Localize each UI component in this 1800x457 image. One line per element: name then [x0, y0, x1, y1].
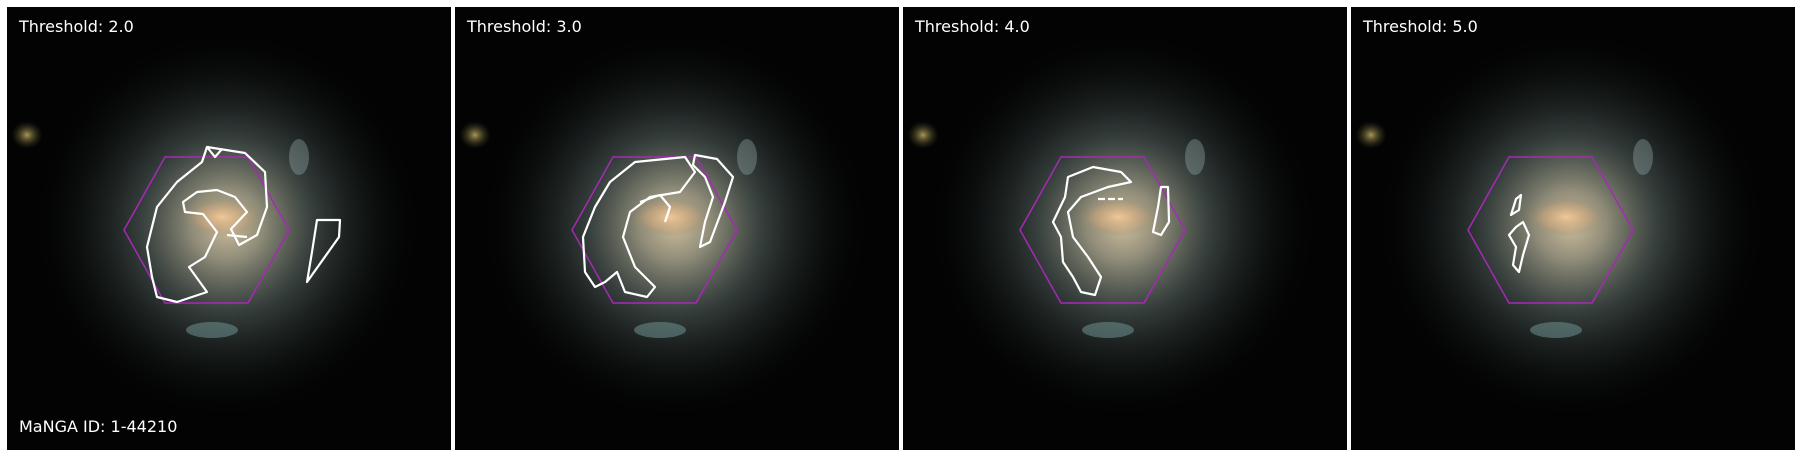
galaxy-image — [11, 30, 422, 420]
contour-lines — [581, 153, 735, 299]
panel-title: Threshold: 5.0 — [1363, 17, 1478, 36]
panel-threshold-2: Threshold: 2.0 MaNGA ID: 1-44210 — [7, 7, 451, 450]
panel-threshold-3: Threshold: 3.0 — [455, 7, 899, 450]
panel-threshold-5: Threshold: 5.0 — [1351, 7, 1795, 450]
galaxy-image — [907, 30, 1318, 420]
panel-title: Threshold: 3.0 — [467, 17, 582, 36]
contour-lines — [145, 145, 342, 304]
galaxy-image — [459, 30, 870, 420]
panel-threshold-4: Threshold: 4.0 — [903, 7, 1347, 450]
panel-title: Threshold: 2.0 — [19, 17, 134, 36]
galaxy-image — [1355, 30, 1766, 420]
manga-id-label: MaNGA ID: 1-44210 — [19, 417, 178, 436]
contour-lines — [1051, 165, 1171, 297]
contour-lines — [1507, 193, 1531, 274]
panel-title: Threshold: 4.0 — [915, 17, 1030, 36]
